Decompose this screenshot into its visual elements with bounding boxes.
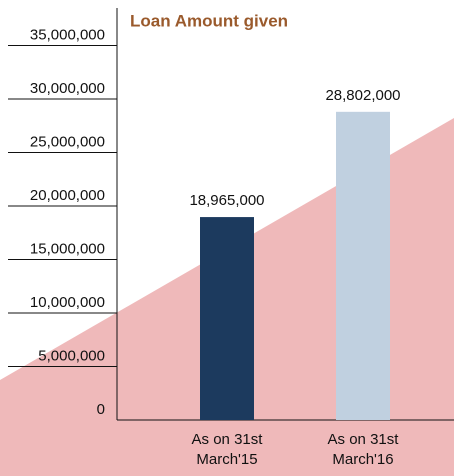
y-tick-label: 15,000,000	[30, 240, 105, 257]
y-tick-label: 25,000,000	[30, 133, 105, 150]
x-tick-label: As on 31st March'16	[327, 431, 399, 468]
y-tick-label: 0	[97, 401, 105, 418]
chart-title: Loan Amount given	[130, 11, 288, 30]
y-tick-label: 5,000,000	[38, 347, 105, 364]
bar	[336, 111, 390, 420]
y-tick-label: 10,000,000	[30, 294, 105, 311]
x-tick-label: As on 31st March'15	[191, 431, 263, 468]
value-label: 18,965,000	[189, 192, 264, 209]
bar	[200, 217, 254, 420]
y-tick-label: 30,000,000	[30, 80, 105, 97]
value-label: 28,802,000	[325, 87, 400, 104]
y-tick-label: 20,000,000	[30, 187, 105, 204]
y-tick-label: 35,000,000	[30, 26, 105, 43]
